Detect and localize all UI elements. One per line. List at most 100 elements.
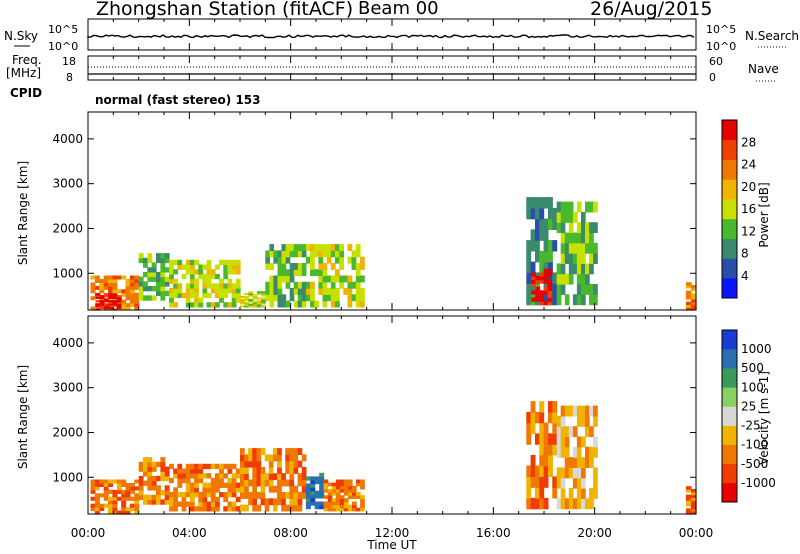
echo-cell [281,269,287,277]
echo-cell [138,475,144,482]
echo-cell [347,300,353,308]
echo-cell [227,288,233,294]
echo-cell [202,288,208,294]
echo-cell [355,288,361,295]
echo-cell [194,477,199,484]
echo-cell [547,279,553,284]
echo-cell [547,297,553,302]
echo-cell [314,480,320,485]
echo-cell [129,303,135,308]
echo-cell [568,405,574,417]
echo-cell [260,492,266,499]
echo-cell [330,275,336,283]
echo-cell [103,496,109,501]
colorbar-swatch [722,218,737,239]
echo-cell [99,285,105,290]
echo-cell [103,279,109,283]
echo-cell [543,240,549,252]
echo-cell [185,501,191,507]
echo-cell [272,448,278,455]
echo-cell [138,466,144,472]
echo-cell [526,261,532,273]
echo-cell [543,422,549,434]
echo-cell [134,486,140,491]
echo-cell [314,505,320,510]
echo-cell [531,283,536,288]
colorbar-tick-label: 25 [741,399,756,413]
echo-cell [556,273,562,285]
echo-cell [264,504,270,512]
echo-cell [568,467,574,479]
echo-cell [112,275,118,280]
echo-cell [194,482,199,488]
echo-cell [173,259,178,266]
power-panel [90,197,697,311]
echo-cell [526,476,532,488]
echo-cell [185,473,191,479]
echo-cell [90,489,96,494]
echo-cell [347,256,353,264]
echo-cell [223,283,229,289]
cpid-label: CPID [10,86,42,100]
echo-cell [352,507,357,512]
echo-cell [690,494,697,498]
echo-cell [560,222,566,234]
echo-cell [227,463,233,470]
echo-cell [223,259,229,266]
echo-cell [202,501,208,507]
echo-cell [177,259,183,266]
echo-cell [552,293,558,306]
echo-cell [343,492,349,496]
echo-cell [356,492,361,496]
echo-cell [219,278,224,284]
echo-cell [289,467,295,474]
echo-cell [108,295,114,298]
echo-cell [339,495,345,499]
echo-cell [305,505,311,510]
echo-cell [147,253,153,259]
echo-cell [543,197,549,209]
echo-cell [526,283,532,295]
echo-cell [539,476,545,488]
echo-cell [103,285,109,290]
echo-cell [164,494,170,500]
echo-cell [231,477,237,484]
colorbar-swatch [722,368,737,388]
colorbar-swatch [722,120,737,141]
echo-cell [121,507,127,512]
echo-cell [264,454,270,462]
echo-cell [269,294,275,302]
echo-cell [173,288,178,294]
echo-cell [248,303,254,306]
echo-cell [326,294,332,302]
echo-cell [355,269,361,277]
echo-cell [319,501,325,506]
echo-cell [227,501,233,507]
echo-cell [227,259,233,266]
velocity-colorbar-label: Velocity [m s-1] [757,371,771,465]
echo-cell [121,299,127,304]
colorbar-swatch [722,159,737,180]
echo-cell [360,504,365,509]
echo-cell [108,510,113,515]
echo-cell [548,207,553,220]
echo-cell [147,475,153,482]
echo-cell [685,301,692,306]
echo-cell [147,480,153,486]
echo-cell [277,294,283,302]
echo-cell [572,232,578,244]
echo-cell [169,273,174,280]
echo-cell [285,492,290,499]
echo-cell [526,293,532,306]
range-tick-label: 1000 [52,470,83,484]
echo-cell [589,263,594,275]
echo-cell [202,492,208,498]
echo-cell [552,401,558,413]
echo-cell [219,482,224,488]
echo-cell [219,473,224,479]
station-title: Zhongshan Station (fitACF) [96,0,354,20]
echo-cell [539,293,545,299]
echo-cell [301,479,307,487]
echo-cell [281,244,287,251]
echo-cell [330,288,336,295]
